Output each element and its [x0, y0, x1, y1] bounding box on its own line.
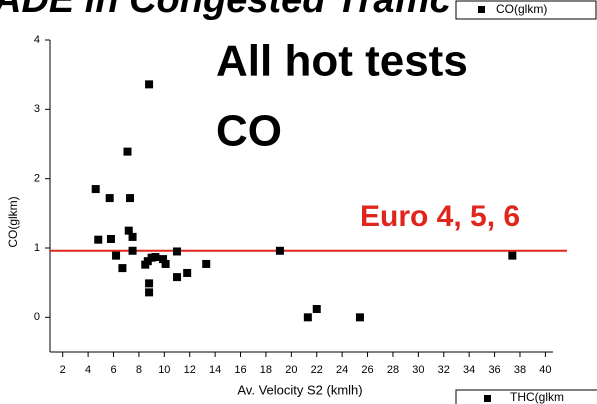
- point: [145, 80, 154, 89]
- y-tick-label: 0: [34, 311, 40, 323]
- x-tick-label: 2: [60, 364, 66, 376]
- legend: CO(glkm): [455, 0, 597, 20]
- point: [91, 185, 100, 194]
- point: [145, 288, 154, 297]
- point: [112, 251, 121, 260]
- x-tick-label: 18: [260, 364, 272, 376]
- point: [161, 259, 170, 268]
- y-axis-label: CO(glkm): [6, 196, 20, 247]
- y-tick-label: 4: [34, 34, 40, 46]
- x-tick-label: 36: [488, 364, 500, 376]
- y-tick-label: 2: [34, 173, 40, 185]
- legend-marker: [478, 6, 485, 13]
- x-tick-label: 28: [387, 364, 399, 376]
- legend-marker: [484, 395, 491, 402]
- x-tick-label: 32: [438, 364, 450, 376]
- x-tick-label: 14: [209, 364, 221, 376]
- legend-label: THC(glkm: [510, 390, 564, 404]
- x-tick-label: 6: [110, 364, 116, 376]
- y-tick-label: 1: [34, 242, 40, 254]
- point: [508, 251, 517, 260]
- x-tick-label: 34: [463, 364, 475, 376]
- point: [123, 147, 132, 156]
- point: [275, 246, 284, 255]
- point: [202, 259, 211, 268]
- point: [183, 268, 192, 277]
- x-tick-label: 16: [234, 364, 246, 376]
- x-tick-label: 26: [361, 364, 373, 376]
- x-tick-label: 22: [311, 364, 323, 376]
- point: [126, 194, 135, 203]
- point: [128, 232, 137, 241]
- x-tick-label: 30: [412, 364, 424, 376]
- x-tick-label: 8: [136, 364, 142, 376]
- chart-title: ADE in Congested Traffic: [0, 0, 451, 21]
- point: [303, 313, 312, 322]
- point: [151, 253, 160, 262]
- point: [124, 226, 133, 235]
- point: [173, 273, 182, 282]
- x-tick-label: 38: [514, 364, 526, 376]
- point: [173, 247, 182, 256]
- x-tick-label: 40: [539, 364, 551, 376]
- legend-box: [455, 389, 597, 404]
- x-axis-label: Av. Velocity S2 (kmlh): [237, 382, 362, 397]
- point: [106, 234, 115, 243]
- point: [312, 305, 321, 314]
- point: [128, 246, 137, 255]
- x-tick-label: 24: [336, 364, 348, 376]
- annotation: All hot tests: [216, 37, 468, 86]
- annotation: CO: [216, 107, 282, 156]
- point: [118, 264, 127, 273]
- x-tick-label: 20: [285, 364, 297, 376]
- point: [145, 279, 154, 288]
- point: [355, 313, 364, 322]
- point: [159, 255, 168, 264]
- annotation: Euro 4, 5, 6: [360, 200, 520, 233]
- x-tick-label: 10: [158, 364, 170, 376]
- legend-label: CO(glkm): [496, 2, 547, 16]
- point: [94, 235, 103, 244]
- legend-box: [455, 0, 597, 20]
- x-tick-label: 4: [85, 364, 91, 376]
- point: [105, 194, 114, 203]
- y-tick-label: 3: [34, 103, 40, 115]
- x-tick-label: 12: [184, 364, 196, 376]
- legend: THC(glkm: [455, 389, 597, 404]
